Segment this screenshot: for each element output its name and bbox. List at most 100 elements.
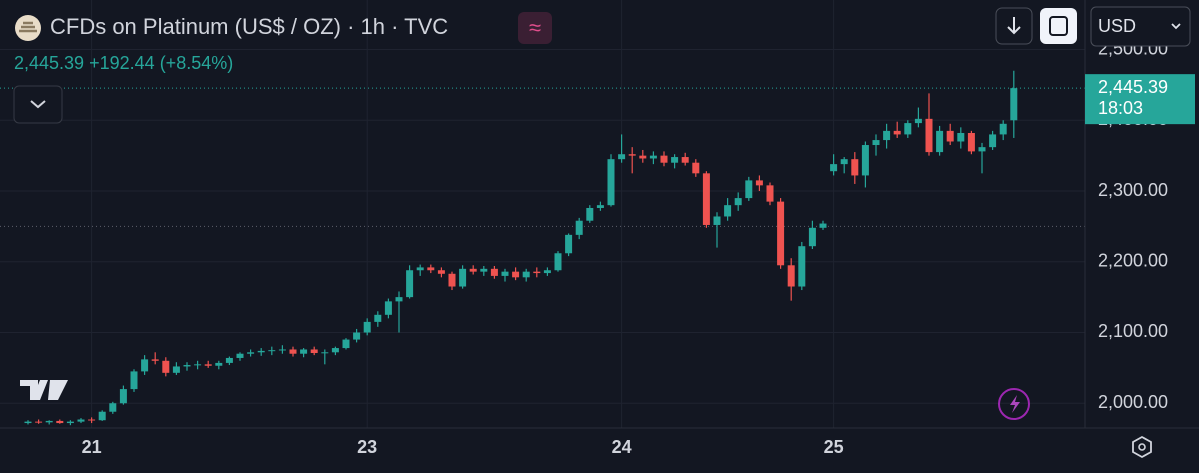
fullscreen-button[interactable] — [1040, 8, 1077, 44]
candle-body — [45, 420, 53, 423]
candle-body — [543, 270, 551, 274]
candle-body — [363, 321, 371, 333]
x-tick-label: 21 — [82, 437, 102, 457]
candle-body — [194, 364, 202, 366]
fullscreen-icon — [1049, 16, 1068, 36]
candle-body — [427, 267, 435, 271]
candle-body — [999, 123, 1007, 135]
y-tick-label: 2,000.00 — [1098, 392, 1168, 412]
candle-body — [914, 118, 922, 124]
candle-body — [596, 205, 604, 208]
symbol-logo-icon — [19, 21, 37, 33]
candle-body — [172, 366, 180, 373]
candle-body — [893, 130, 901, 135]
candle-body — [406, 270, 414, 298]
candle-body — [840, 159, 848, 165]
candle-body — [861, 145, 869, 176]
candle-body — [109, 403, 117, 412]
candle-body — [183, 365, 191, 367]
candle-body — [268, 350, 276, 352]
candle-body — [851, 159, 859, 176]
plot — [0, 70, 1085, 426]
candle-body — [575, 220, 583, 235]
candle-body — [798, 246, 806, 287]
candle-body — [925, 118, 933, 153]
candle-body — [204, 364, 212, 366]
candle-body — [162, 360, 170, 373]
candle-body — [692, 162, 700, 174]
candle-body — [374, 314, 382, 322]
candle-body — [353, 332, 361, 340]
candle-body — [565, 234, 573, 254]
settings-button[interactable] — [1132, 435, 1152, 459]
candle-body — [331, 348, 339, 353]
candle-body — [56, 420, 64, 424]
candle-body — [35, 421, 43, 423]
candle-body — [321, 352, 329, 354]
candle-body — [119, 389, 127, 404]
candle-body — [702, 173, 710, 225]
candle-body — [904, 123, 912, 135]
candle-body — [724, 205, 732, 217]
candle-body — [66, 421, 74, 424]
candle-body — [88, 419, 96, 421]
candle-body — [957, 132, 965, 142]
candle-body — [98, 411, 106, 421]
legend-values: 2,445.39 +192.44 (+8.54%) — [14, 53, 233, 73]
candle-body — [936, 130, 944, 153]
candle-body — [755, 180, 763, 186]
candle-body — [586, 207, 594, 221]
y-tick-label: 2,300.00 — [1098, 180, 1168, 200]
x-tick-label: 25 — [824, 437, 844, 457]
candle-body — [384, 301, 392, 315]
candle-body — [480, 268, 488, 272]
axes: 2,000.002,100.002,200.002,300.002,400.00… — [82, 38, 1195, 457]
candle-body — [278, 349, 286, 351]
candle-body — [830, 164, 838, 172]
candle-body — [660, 155, 668, 163]
last-price-box — [1085, 74, 1195, 125]
legend-last: 2,445.39 — [14, 53, 84, 73]
collapse-button[interactable] — [13, 85, 63, 124]
candle-body — [247, 352, 255, 354]
candle-body — [459, 268, 467, 287]
x-tick-label: 23 — [357, 437, 377, 457]
candle-body — [681, 157, 689, 163]
data-flag-icon: ≈ — [529, 15, 541, 40]
candle-body — [808, 227, 816, 247]
data-flag[interactable] — [518, 12, 552, 44]
currency-dropdown[interactable] — [1090, 6, 1191, 47]
candle-body — [734, 198, 742, 206]
candle-body — [639, 155, 647, 159]
candle-body — [310, 349, 318, 354]
candle-body — [777, 201, 785, 266]
candle-body — [989, 134, 997, 148]
candle-body — [257, 350, 265, 353]
candle-body — [342, 339, 350, 349]
candle-body — [512, 271, 520, 278]
candle-body — [872, 140, 880, 146]
lightning-button[interactable] — [998, 388, 1030, 420]
last-price-label: 2,445.39 — [1098, 77, 1168, 97]
candle-body — [628, 154, 636, 156]
candle-body — [649, 155, 657, 159]
candle-body — [300, 349, 308, 354]
candle-body — [787, 265, 795, 287]
y-tick-label: 2,200.00 — [1098, 251, 1168, 271]
candle-body — [946, 130, 954, 142]
grid — [0, 0, 1085, 428]
candle-body — [554, 253, 562, 271]
candle-body — [151, 359, 159, 361]
candle-body — [967, 132, 975, 152]
candle-body — [24, 421, 32, 424]
candle-body — [978, 147, 986, 152]
lightning-icon — [1010, 395, 1020, 413]
legend-change: +192.44 — [89, 53, 155, 73]
candle-body — [77, 419, 85, 422]
x-tick-label: 24 — [612, 437, 632, 457]
candle-body — [522, 271, 530, 278]
candle-body — [713, 216, 721, 225]
